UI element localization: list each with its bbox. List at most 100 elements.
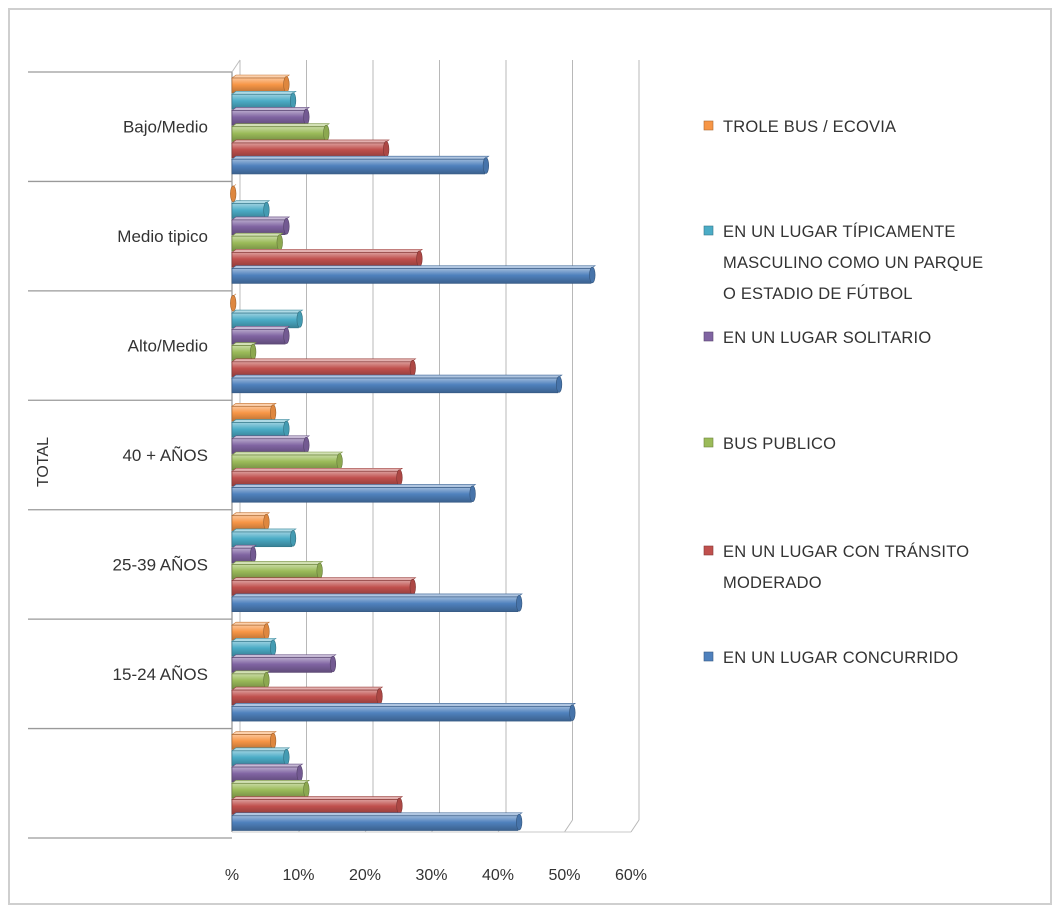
bar — [231, 107, 311, 126]
bar-front-face — [231, 422, 286, 438]
legend-label: EN UN LUGAR SOLITARIO — [723, 329, 931, 347]
bar-end-cap — [296, 765, 303, 782]
bar — [231, 435, 311, 454]
bar-front-face — [231, 596, 519, 612]
bar — [231, 232, 284, 252]
x-tick-label: 20% — [349, 867, 381, 884]
bar — [231, 670, 271, 689]
bar-top-face — [231, 326, 291, 330]
bar-end-cap — [263, 672, 270, 689]
grid-layer — [298, 60, 640, 833]
bar — [231, 467, 404, 487]
bar-front-face — [231, 624, 266, 641]
bar-front-face — [231, 673, 266, 689]
chart-frame: 15-24 AÑOS 25-39 AÑOS 40 + AÑOS Alto/Medio M… — [8, 8, 1052, 905]
bar — [231, 621, 271, 641]
bar-end-cap — [516, 813, 523, 831]
category-label: Alto/Medio — [128, 337, 208, 356]
bar-top-face — [231, 232, 284, 237]
bar — [231, 593, 523, 612]
bar-top-face — [231, 561, 324, 565]
bar-top-face — [231, 796, 404, 800]
legend-label: EN UN LUGAR CON TRÁNSITO — [723, 542, 969, 561]
bar-top-face — [231, 528, 297, 533]
bar-end-cap — [396, 469, 403, 486]
bar — [231, 326, 291, 345]
bar-end-cap — [336, 453, 343, 470]
bar-front-face — [231, 766, 299, 783]
bar — [231, 402, 277, 422]
legend-label: BUS PUBLICO — [723, 435, 836, 453]
bar-front-face — [231, 564, 319, 580]
legend-item: BUS PUBLICO — [703, 435, 836, 453]
bar-end-cap — [250, 343, 257, 361]
bar-end-cap — [303, 108, 310, 126]
bar-front-face — [231, 77, 286, 94]
bar — [231, 686, 384, 706]
legend-label: TROLE BUS / ECOVIA — [723, 118, 896, 136]
bar-top-face — [231, 200, 271, 204]
x-tick-label: 40% — [482, 867, 514, 884]
bar-end-cap — [250, 546, 257, 563]
bar-front-face — [231, 142, 386, 159]
bar — [231, 419, 291, 438]
bar-top-face — [231, 419, 291, 423]
bar — [230, 184, 237, 202]
bar — [231, 309, 304, 329]
category-label: Bajo/Medio — [123, 118, 208, 137]
bar — [231, 200, 271, 219]
legend-item: EN UN LUGAR CONCURRIDO — [703, 649, 958, 667]
legend-label: O ESTADIO DE FÚTBOL — [723, 284, 913, 303]
bar-top-face — [231, 484, 477, 488]
bar — [231, 703, 577, 722]
bar — [231, 779, 311, 799]
category-label: 15-24 AÑOS — [113, 665, 208, 684]
bar-front-face — [231, 580, 412, 596]
bar — [231, 561, 324, 580]
bar-end-cap — [283, 749, 290, 766]
bar — [231, 265, 596, 284]
legend-swatch — [703, 437, 714, 448]
category-label: 40 + AÑOS — [122, 446, 208, 465]
bar — [231, 123, 331, 142]
bar-end-cap — [303, 436, 310, 454]
bar-end-cap — [316, 562, 323, 579]
bar — [231, 216, 291, 235]
bar — [231, 638, 277, 657]
bar-end-cap — [469, 485, 476, 503]
bar-front-face — [231, 219, 286, 235]
bar-top-face — [231, 265, 596, 269]
bar-front-face — [231, 515, 266, 531]
bar-top-face — [231, 249, 424, 253]
bar-front-face — [231, 531, 293, 548]
bar-front-face — [231, 734, 273, 750]
bar-front-face — [231, 377, 559, 394]
bar-end-cap — [289, 92, 297, 109]
legend-item: EN UN LUGAR CON TRÁNSITO MODERADO — [703, 542, 969, 592]
bar-front-face — [231, 782, 306, 799]
bar-end-cap — [289, 530, 297, 547]
bar-end-cap — [383, 141, 390, 158]
bar-end-cap — [263, 623, 270, 640]
bar-top-face — [231, 435, 311, 440]
bar-front-face — [231, 487, 472, 503]
x-tick-label: 50% — [548, 867, 580, 884]
bar-front-face — [231, 345, 253, 361]
bar-end-cap — [416, 250, 423, 267]
bar-top-face — [231, 731, 277, 735]
bar-front-face — [231, 268, 592, 284]
bar — [231, 654, 337, 673]
bar — [231, 451, 344, 471]
bar — [231, 544, 257, 564]
bar-top-face — [231, 763, 304, 768]
bar — [231, 155, 490, 175]
bar-front-face — [231, 799, 399, 815]
bar-top-face — [231, 90, 297, 95]
bar-front-face — [231, 361, 412, 377]
bar-chart: 15-24 AÑOS 25-39 AÑOS 40 + AÑOS Alto/Medio M… — [28, 59, 983, 884]
bar — [231, 74, 291, 94]
legend-label: EN UN LUGAR TÍPICAMENTE — [723, 222, 956, 241]
x-tick-label: 10% — [282, 867, 314, 884]
bar-end-cap — [263, 201, 270, 219]
gridline-floor — [630, 819, 640, 833]
